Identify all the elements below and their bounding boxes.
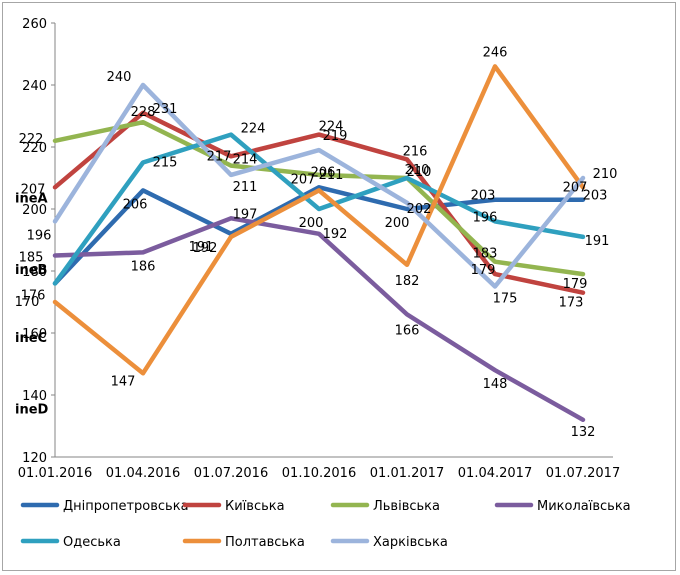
data-label: 203 [583,189,608,204]
y-tick-label: 240 [22,79,47,94]
data-label: 207 [291,172,316,187]
legend-label: Львівська [373,499,440,514]
data-label: 166 [395,323,420,338]
y-tick-label: 160 [22,327,47,342]
x-tick-label: 01.01.2017 [370,466,444,481]
legend-label: Миколаївська [537,499,631,514]
data-label: 197 [233,207,258,222]
y-tick-label: 120 [22,451,47,466]
data-label: 200 [299,216,324,231]
y-tick-label: 260 [22,17,47,32]
series-lines [52,64,586,423]
data-label: 240 [107,70,132,85]
data-label: 176 [21,288,46,303]
overlay-label: ineA [15,192,48,207]
data-label: 183 [473,247,498,262]
legend-label: Полтавська [225,535,305,550]
data-label: 179 [471,263,496,278]
data-label: 222 [19,132,44,147]
data-label: 200 [385,216,410,231]
data-label: 175 [493,292,518,307]
data-label: 216 [403,144,428,159]
data-label: 147 [111,374,136,389]
overlay-label: ineD [15,403,49,418]
data-label: 192 [193,241,218,256]
data-label: 210 [407,165,432,180]
data-label: 206 [123,197,148,212]
series-line-2 [52,119,586,277]
legend: Дніпропетровська Київська Львівська Миколаї… [20,499,631,550]
data-label: 219 [323,129,348,144]
series-line-4 [52,132,586,286]
data-label: 196 [473,210,498,225]
data-label: 210 [405,163,430,178]
data-label: 132 [571,425,596,440]
data-label: 182 [395,274,420,289]
data-label: 211 [319,168,344,183]
legend-label: Дніпропетровська [63,499,189,514]
data-label: 191 [585,234,610,249]
y-tick-label: 140 [22,389,47,404]
data-label: 170 [15,295,40,310]
data-label: 179 [563,277,588,292]
axis-layer: 120 140 160 180 200 220 240 260 01.01.2016 01.04.… [15,17,620,481]
data-label: 191 [189,240,214,255]
data-label: 196 [27,228,52,243]
data-label: 203 [471,189,496,204]
data-label: 214 [233,153,258,168]
data-label: 173 [559,296,584,311]
legend-label: Київська [225,499,285,514]
series-line-3 [52,216,586,423]
overlay-label: ineC [15,331,47,346]
line-chart: 120 140 160 180 200 220 240 260 01.01.2016 01.04.… [15,17,631,550]
data-label: 186 [131,259,156,274]
data-label: 202 [407,202,432,217]
x-tick-label: 01.07.2017 [546,466,620,481]
data-label: 217 [207,149,232,164]
data-label: 207 [21,182,46,197]
legend-label: Одеська [63,535,121,550]
data-label: 185 [19,251,44,266]
x-tick-label: 01.07.2016 [194,466,268,481]
x-tick-label: 01.01.2016 [18,466,92,481]
data-label: 211 [233,180,258,195]
y-tick-label: 180 [22,265,47,280]
data-label: 192 [323,227,348,242]
data-label: 148 [483,377,508,392]
y-tick-label: 200 [22,203,47,218]
x-tick-label: 01.04.2017 [458,466,532,481]
data-label: 207 [563,180,588,195]
data-label: 210 [593,167,618,182]
overlay-label: ineB [15,263,47,278]
data-label: 206 [311,165,336,180]
data-label: 228 [131,105,156,120]
series-line-6 [52,82,586,289]
series-line-0 [52,185,586,286]
legend-label: Харківська [373,535,448,550]
series-line-1 [52,110,586,295]
x-tick-label: 01.04.2016 [106,466,180,481]
data-label: 231 [153,102,178,117]
data-label: 224 [241,122,266,137]
data-label: 246 [483,45,508,60]
data-label: 224 [319,120,344,135]
y-tick-label: 220 [22,141,47,156]
x-tick-label: 01.10.2016 [282,466,356,481]
series-line-5 [52,64,586,376]
data-label: 215 [153,156,178,171]
